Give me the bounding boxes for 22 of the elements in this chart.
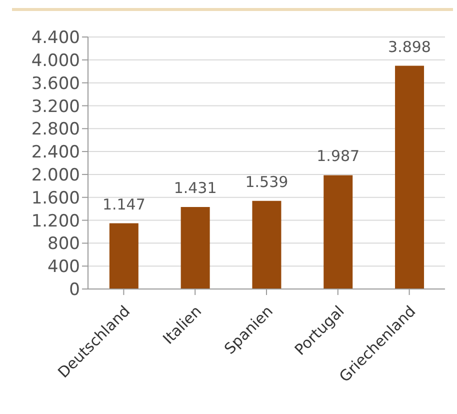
y-tick-label: 0 <box>69 280 80 300</box>
y-tick-label: 1.600 <box>31 188 80 208</box>
y-tick-label: 3.200 <box>31 96 80 117</box>
y-tick-label: 1.200 <box>31 211 80 232</box>
y-tick-label: 4.400 <box>31 28 80 48</box>
y-tick-label: 3.600 <box>31 74 80 94</box>
data-label: 1.431 <box>174 179 217 198</box>
bar <box>180 207 210 289</box>
y-tick-label: 2.800 <box>31 120 80 140</box>
bar <box>324 175 353 289</box>
data-label: 3.898 <box>388 38 431 56</box>
y-tick-label: 4.000 <box>31 50 80 71</box>
bar <box>252 200 282 289</box>
y-tick-label: 400 <box>48 257 80 278</box>
y-tick-label: 2.000 <box>31 165 80 186</box>
data-label: 1.147 <box>102 195 146 214</box>
y-tick-label: 2.400 <box>31 142 80 163</box>
data-label: 1.987 <box>316 147 360 166</box>
y-tick-label: 800 <box>48 234 80 254</box>
bar <box>395 66 424 289</box>
bar <box>109 223 138 289</box>
data-label: 1.539 <box>245 172 288 191</box>
